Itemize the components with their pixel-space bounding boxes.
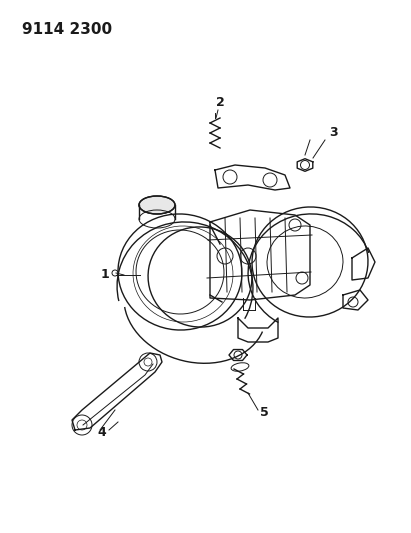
Text: 5: 5	[260, 407, 268, 419]
Text: 3: 3	[329, 126, 337, 140]
Text: 9114 2300: 9114 2300	[22, 22, 112, 37]
Text: 1: 1	[101, 269, 109, 281]
Text: 2: 2	[216, 96, 224, 109]
Text: 4: 4	[98, 426, 106, 440]
Ellipse shape	[139, 196, 175, 214]
